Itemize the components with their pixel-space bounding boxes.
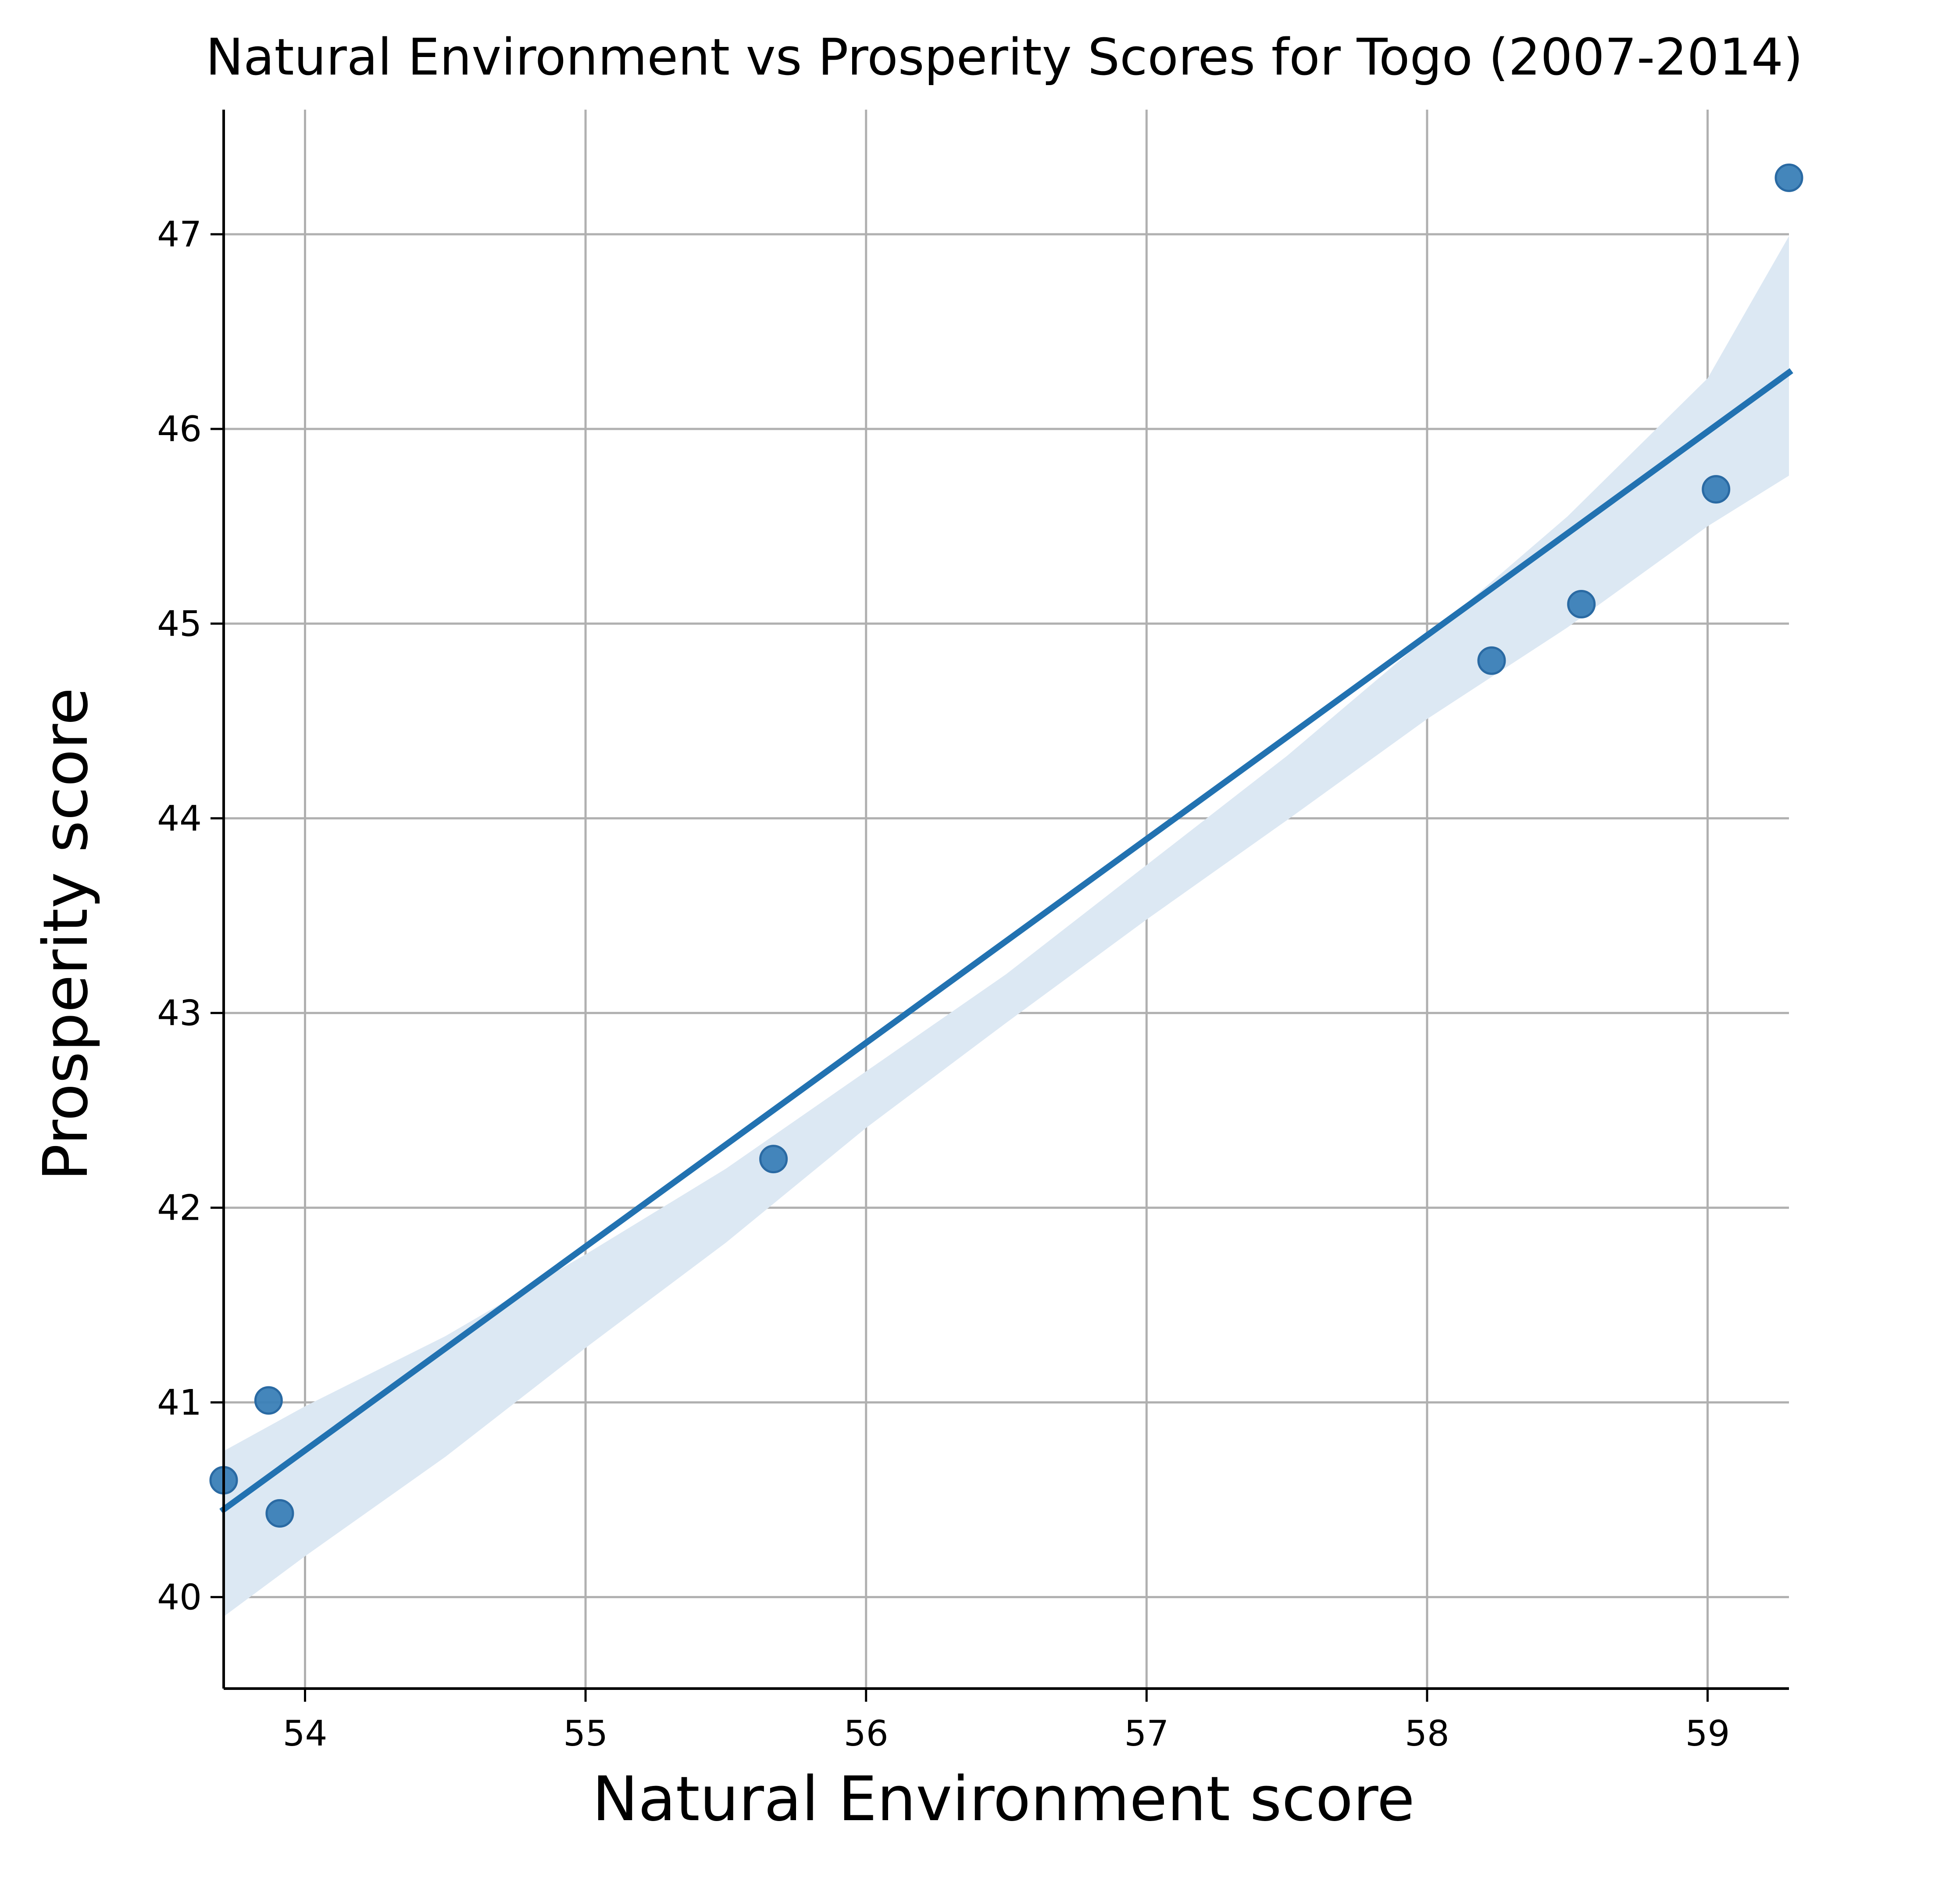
x-tick-label: 54 (283, 1713, 328, 1754)
y-tick-label: 43 (157, 993, 202, 1034)
y-axis-title: Prosperity score (30, 688, 102, 1181)
x-axis-ticks: 54 55 56 57 58 59 (283, 1689, 1730, 1754)
y-axis-ticks: 40 41 42 43 44 45 46 47 (157, 214, 224, 1618)
data-point (759, 1145, 788, 1174)
y-tick-label: 41 (157, 1382, 202, 1423)
confidence-band-area (224, 236, 1789, 1617)
data-point (265, 1499, 294, 1528)
confidence-band (224, 236, 1789, 1617)
grid-lines (224, 110, 1789, 1689)
axes (222, 110, 1789, 1690)
y-tick-label: 46 (157, 409, 202, 450)
y-tick-label: 45 (157, 604, 202, 644)
x-tick-label: 56 (844, 1713, 889, 1754)
data-point (1567, 589, 1596, 618)
data-points (209, 163, 1803, 1528)
data-point (1702, 475, 1731, 504)
regression-line-path (219, 368, 1793, 1514)
x-axis-title: Natural Environment score (592, 1764, 1415, 1835)
chart-title: Natural Environment vs Prosperity Scores… (206, 28, 1803, 87)
x-tick-label: 57 (1124, 1713, 1169, 1754)
x-tick-label: 59 (1685, 1713, 1730, 1754)
y-tick-label: 44 (157, 798, 202, 839)
x-tick-label: 58 (1405, 1713, 1449, 1754)
data-point (254, 1386, 283, 1415)
data-point (1774, 163, 1803, 192)
y-tick-label: 42 (157, 1188, 202, 1228)
data-point (1477, 646, 1506, 675)
x-tick-label: 55 (563, 1713, 608, 1754)
regression-line (219, 368, 1793, 1514)
y-tick-label: 47 (157, 214, 202, 255)
y-tick-label: 40 (157, 1577, 202, 1618)
